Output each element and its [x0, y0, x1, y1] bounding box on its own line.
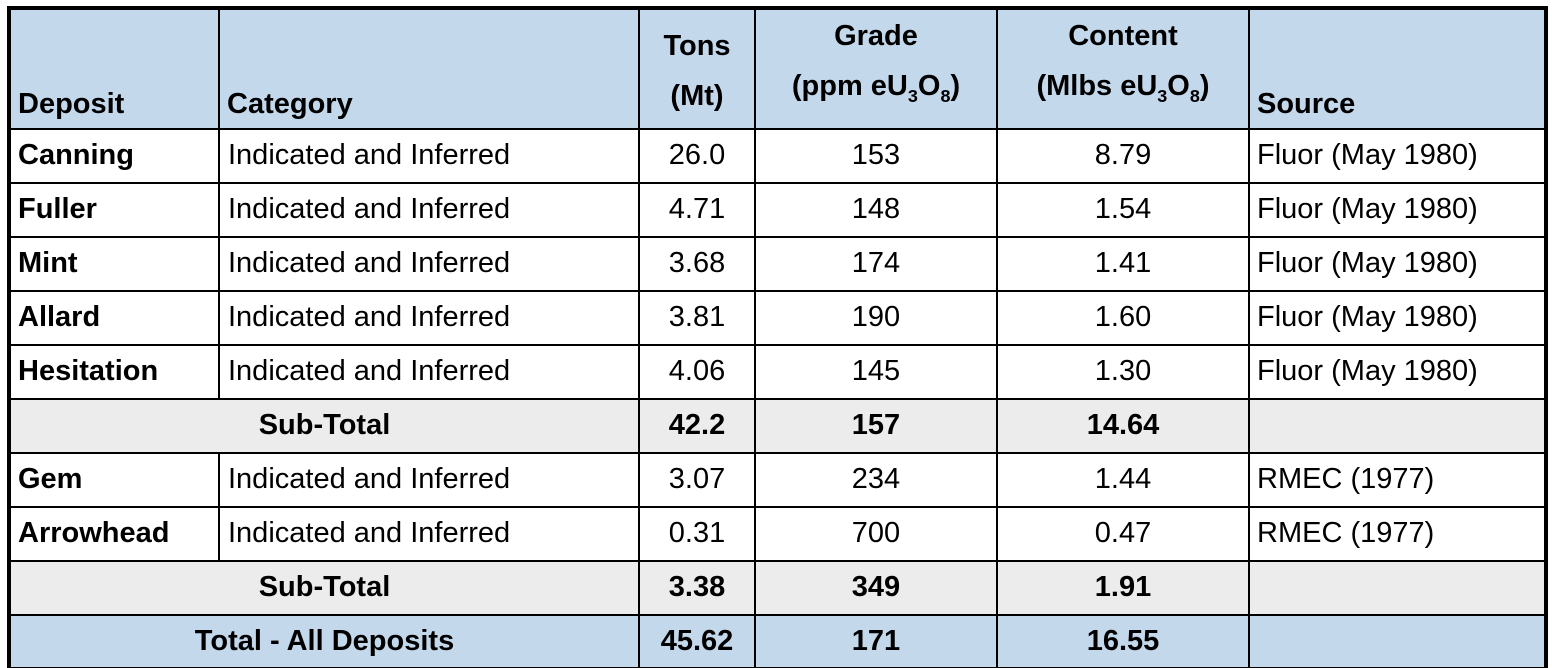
deposit-cell: Gem	[8, 451, 220, 508]
content-unit-mid: O	[1167, 70, 1190, 102]
content-unit-suffix: )	[1199, 70, 1210, 102]
content-unit-sub1: 3	[1157, 85, 1168, 106]
grade-label-unit: (ppm eU3O8)	[757, 61, 995, 121]
grade-unit-prefix: (ppm eU	[791, 70, 908, 102]
content-cell: 14.64	[996, 397, 1250, 454]
deposit-resources-table: Deposit Category Tons (Mt) Grade (ppm eU…	[7, 6, 1548, 668]
content-unit-prefix: (Mlbs eU	[1036, 70, 1158, 102]
deposit-cell: Arrowhead	[8, 505, 220, 562]
grade-cell: 157	[754, 397, 998, 454]
source-cell: Fluor (May 1980)	[1248, 289, 1547, 346]
category-cell: Indicated and Inferred	[218, 235, 640, 292]
table-row-mint: Mint Indicated and Inferred 3.68 174 1.4…	[8, 235, 1547, 292]
grade-cell: 171	[754, 613, 998, 668]
deposit-cell: Fuller	[8, 181, 220, 238]
deposit-cell: Allard	[8, 289, 220, 346]
grade-cell: 145	[754, 343, 998, 400]
tons-cell: 26.0	[638, 127, 756, 184]
tons-cell: 4.71	[638, 181, 756, 238]
content-unit-sub2: 8	[1189, 85, 1200, 106]
source-cell: Fluor (May 1980)	[1248, 127, 1547, 184]
grade-cell: 174	[754, 235, 998, 292]
table-row-arrowhead: Arrowhead Indicated and Inferred 0.31 70…	[8, 505, 1547, 562]
grade-cell: 148	[754, 181, 998, 238]
grade-cell: 153	[754, 127, 998, 184]
grade-label-line1: Grade	[834, 20, 918, 52]
table-row-allard: Allard Indicated and Inferred 3.81 190 1…	[8, 289, 1547, 346]
tons-cell: 45.62	[638, 613, 756, 668]
table-row-canning: Canning Indicated and Inferred 26.0 153 …	[8, 127, 1547, 184]
header-cell-deposit: Deposit	[8, 7, 220, 130]
deposit-cell: Mint	[8, 235, 220, 292]
tons-cell: 3.07	[638, 451, 756, 508]
grade-cell: 234	[754, 451, 998, 508]
source-cell	[1248, 559, 1547, 616]
content-cell: 8.79	[996, 127, 1250, 184]
category-cell: Indicated and Inferred	[218, 181, 640, 238]
tons-cell: 42.2	[638, 397, 756, 454]
source-cell	[1248, 613, 1547, 668]
deposit-cell: Canning	[8, 127, 220, 184]
table-row-gem: Gem Indicated and Inferred 3.07 234 1.44…	[8, 451, 1547, 508]
category-cell: Indicated and Inferred	[218, 505, 640, 562]
subtotal-row-rmec: Sub-Total 3.38 349 1.91	[8, 559, 1547, 616]
category-cell: Indicated and Inferred	[218, 451, 640, 508]
tons-cell: 3.81	[638, 289, 756, 346]
grade-unit-sub1: 3	[907, 85, 918, 106]
category-cell: Indicated and Inferred	[218, 343, 640, 400]
header-cell-category: Category	[218, 7, 640, 130]
source-cell: RMEC (1977)	[1248, 451, 1547, 508]
grade-cell: 700	[754, 505, 998, 562]
subtotal-label-cell: Sub-Total	[8, 397, 640, 454]
grade-unit-suffix: )	[950, 70, 961, 102]
total-row: Total - All Deposits 45.62 171 16.55	[8, 613, 1547, 668]
content-cell: 1.91	[996, 559, 1250, 616]
subtotal-label-cell: Sub-Total	[8, 559, 640, 616]
content-cell: 1.44	[996, 451, 1250, 508]
source-cell: Fluor (May 1980)	[1248, 343, 1547, 400]
header-cell-source: Source	[1248, 7, 1547, 130]
content-cell: 1.54	[996, 181, 1250, 238]
content-cell: 1.41	[996, 235, 1250, 292]
tons-cell: 4.06	[638, 343, 756, 400]
source-cell: Fluor (May 1980)	[1248, 181, 1547, 238]
tons-cell: 3.68	[638, 235, 756, 292]
content-cell: 1.60	[996, 289, 1250, 346]
category-cell: Indicated and Inferred	[218, 289, 640, 346]
content-label-unit: (Mlbs eU3O8)	[999, 61, 1247, 121]
tons-label-line1: Tons	[663, 29, 731, 62]
tons-cell: 3.38	[638, 559, 756, 616]
content-cell: 1.30	[996, 343, 1250, 400]
content-cell: 16.55	[996, 613, 1250, 668]
grade-cell: 190	[754, 289, 998, 346]
source-cell: Fluor (May 1980)	[1248, 235, 1547, 292]
table-row-fuller: Fuller Indicated and Inferred 4.71 148 1…	[8, 181, 1547, 238]
total-label-cell: Total - All Deposits	[8, 613, 640, 668]
grade-unit-mid: O	[917, 70, 941, 102]
header-cell-content: Content (Mlbs eU3O8)	[996, 7, 1250, 130]
header-row: Deposit Category Tons (Mt) Grade (ppm eU…	[8, 7, 1547, 130]
subtotal-row-fluor: Sub-Total 42.2 157 14.64	[8, 397, 1547, 454]
header-cell-tons: Tons (Mt)	[638, 7, 756, 130]
tons-label-line2: (Mt)	[670, 79, 724, 112]
tons-cell: 0.31	[638, 505, 756, 562]
grade-cell: 349	[754, 559, 998, 616]
category-cell: Indicated and Inferred	[218, 127, 640, 184]
source-cell: RMEC (1977)	[1248, 505, 1547, 562]
header-cell-grade: Grade (ppm eU3O8)	[754, 7, 998, 130]
source-cell	[1248, 397, 1547, 454]
content-cell: 0.47	[996, 505, 1250, 562]
table-row-hesitation: Hesitation Indicated and Inferred 4.06 1…	[8, 343, 1547, 400]
content-label-line1: Content	[1068, 20, 1178, 52]
deposit-cell: Hesitation	[8, 343, 220, 400]
grade-unit-sub2: 8	[940, 85, 951, 106]
